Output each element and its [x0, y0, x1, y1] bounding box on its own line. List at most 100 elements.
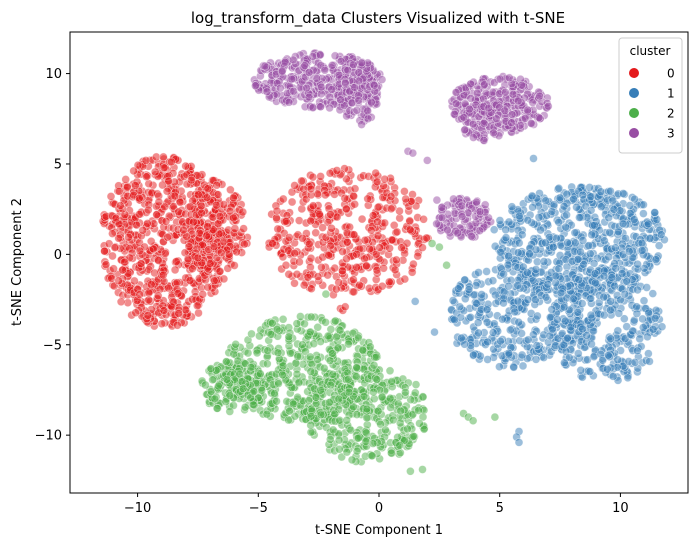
data-point: [193, 301, 202, 311]
data-point: [175, 198, 185, 207]
data-point: [599, 310, 609, 320]
data-point: [560, 358, 569, 368]
data-point: [613, 355, 623, 365]
data-point: [633, 259, 642, 269]
data-point: [352, 250, 361, 259]
data-point: [331, 316, 340, 326]
data-point: [306, 216, 316, 226]
data-point: [536, 225, 545, 235]
data-point: [387, 235, 397, 245]
data-point: [235, 369, 244, 379]
data-point: [306, 411, 316, 421]
data-point: [590, 221, 599, 230]
data-point: [517, 81, 527, 90]
data-point: [586, 192, 596, 201]
x-axis-label: t-SNE Component 1: [315, 523, 443, 538]
data-point: [325, 103, 334, 113]
data-point: [300, 61, 310, 70]
data-point: [609, 205, 619, 214]
data-point: [352, 106, 362, 115]
data-point: [133, 160, 143, 170]
data-point: [201, 380, 210, 390]
data-point: [305, 352, 315, 362]
data-point: [341, 204, 351, 213]
data-point: [656, 230, 666, 239]
data-point: [596, 187, 606, 196]
data-point: [135, 210, 144, 219]
data-point: [396, 406, 406, 416]
data-point: [344, 339, 353, 349]
data-point: [205, 259, 215, 268]
data-point: [144, 205, 153, 215]
data-point: [340, 302, 350, 312]
data-point: [575, 213, 584, 222]
data-point: [488, 328, 498, 337]
data-point: [275, 83, 285, 93]
data-point: [147, 280, 156, 289]
y-tick-label: −10: [35, 429, 62, 444]
data-point: [359, 391, 369, 401]
data-point: [144, 295, 153, 305]
legend-label-cluster-3: 3: [667, 127, 675, 141]
data-point: [643, 332, 652, 342]
data-point: [517, 329, 526, 338]
data-point: [547, 305, 557, 314]
data-point: [371, 352, 381, 362]
data-point: [373, 406, 383, 416]
data-point: [388, 415, 398, 425]
data-point: [366, 225, 376, 235]
data-point: [243, 348, 253, 358]
data-point: [350, 184, 360, 193]
data-point: [510, 307, 520, 317]
data-point: [203, 282, 213, 292]
data-point: [226, 185, 235, 195]
data-point: [355, 280, 364, 290]
data-point: [302, 83, 311, 93]
data-point: [298, 234, 307, 243]
y-tick-label: 0: [54, 248, 62, 263]
data-point: [531, 265, 541, 274]
data-point: [306, 253, 316, 263]
data-point: [460, 125, 470, 134]
data-point: [212, 404, 222, 413]
data-point: [400, 187, 409, 196]
data-point: [523, 215, 533, 225]
data-point: [475, 207, 485, 216]
data-point: [427, 239, 437, 248]
data-point: [114, 234, 123, 243]
data-point: [639, 296, 649, 306]
data-point: [350, 199, 360, 209]
data-point: [273, 224, 283, 234]
data-point: [328, 369, 338, 379]
data-point: [603, 350, 613, 360]
data-point: [238, 207, 248, 217]
data-point: [334, 444, 344, 454]
data-point: [501, 225, 511, 235]
data-point: [554, 264, 564, 274]
data-point: [159, 163, 169, 173]
data-point: [160, 202, 169, 212]
data-point: [334, 435, 344, 445]
data-point: [262, 409, 272, 419]
data-point: [559, 201, 569, 211]
data-point: [237, 377, 247, 386]
data-point: [585, 367, 595, 376]
data-point: [403, 424, 412, 434]
data-point: [313, 355, 322, 364]
data-point: [508, 90, 518, 99]
data-point: [562, 210, 571, 220]
data-point: [323, 270, 333, 280]
data-point: [443, 225, 452, 235]
data-point: [162, 186, 172, 196]
data-point: [578, 190, 588, 200]
data-point: [305, 327, 315, 337]
data-point: [523, 335, 533, 345]
data-point: [327, 224, 336, 233]
data-point: [371, 250, 381, 259]
data-point: [167, 302, 177, 312]
data-point: [368, 211, 378, 220]
data-point: [554, 184, 564, 193]
data-point: [304, 239, 314, 249]
data-point: [150, 268, 159, 278]
data-point: [638, 323, 648, 332]
